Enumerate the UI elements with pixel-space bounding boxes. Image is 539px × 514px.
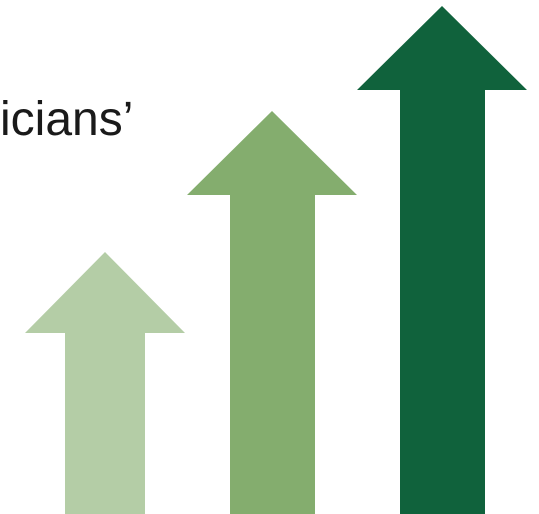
medium-arrow-icon: [187, 111, 357, 514]
small-arrow-icon: [25, 252, 185, 514]
heading-text-fragment: icians’: [0, 93, 134, 146]
large-arrow-icon: [357, 6, 527, 514]
